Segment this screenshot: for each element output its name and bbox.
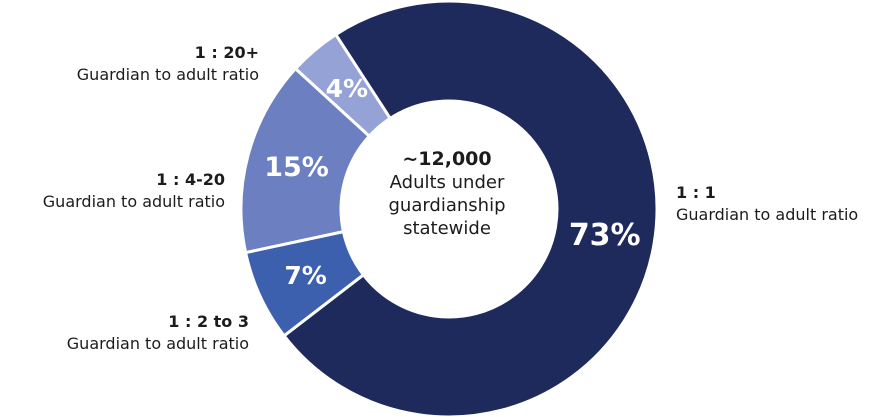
donut-slice-3: [293, 32, 393, 139]
donut-slice-0: [281, 0, 659, 417]
donut-center-text: ~12,000 Adults under guardianship statew…: [347, 148, 547, 240]
label-ratio-1-to-1-desc: Guardian to adult ratio: [676, 205, 859, 224]
label-ratio-4-20-desc: Guardian to adult ratio: [42, 192, 225, 211]
label-ratio-1-to-1: 1 : 1 Guardian to adult ratio: [676, 182, 858, 226]
label-ratio-2-to-3-desc: Guardian to adult ratio: [66, 334, 249, 353]
donut-slice-label-2: 15%: [264, 152, 329, 183]
label-ratio-1-to-1-title: 1 : 1: [676, 183, 716, 202]
label-ratio-20-plus-title: 1 : 20+: [194, 43, 259, 62]
center-line-3: statewide: [403, 218, 491, 239]
center-line-2: guardianship: [388, 195, 506, 216]
donut-slice-label-0: 73%: [569, 218, 641, 253]
center-headline: ~12,000: [402, 148, 492, 170]
donut-slice-label-3: 4%: [326, 74, 368, 103]
donut-slice-label-1: 7%: [284, 261, 326, 290]
label-ratio-4-20: 1 : 4-20 Guardian to adult ratio: [43, 169, 225, 213]
label-ratio-20-plus: 1 : 20+ Guardian to adult ratio: [77, 42, 259, 86]
label-ratio-2-to-3-title: 1 : 2 to 3: [168, 312, 249, 331]
label-ratio-4-20-title: 1 : 4-20: [156, 170, 225, 189]
donut-slice-2: [239, 66, 372, 255]
center-line-1: Adults under: [389, 172, 505, 193]
label-ratio-20-plus-desc: Guardian to adult ratio: [76, 65, 259, 84]
label-ratio-2-to-3: 1 : 2 to 3 Guardian to adult ratio: [67, 311, 249, 355]
